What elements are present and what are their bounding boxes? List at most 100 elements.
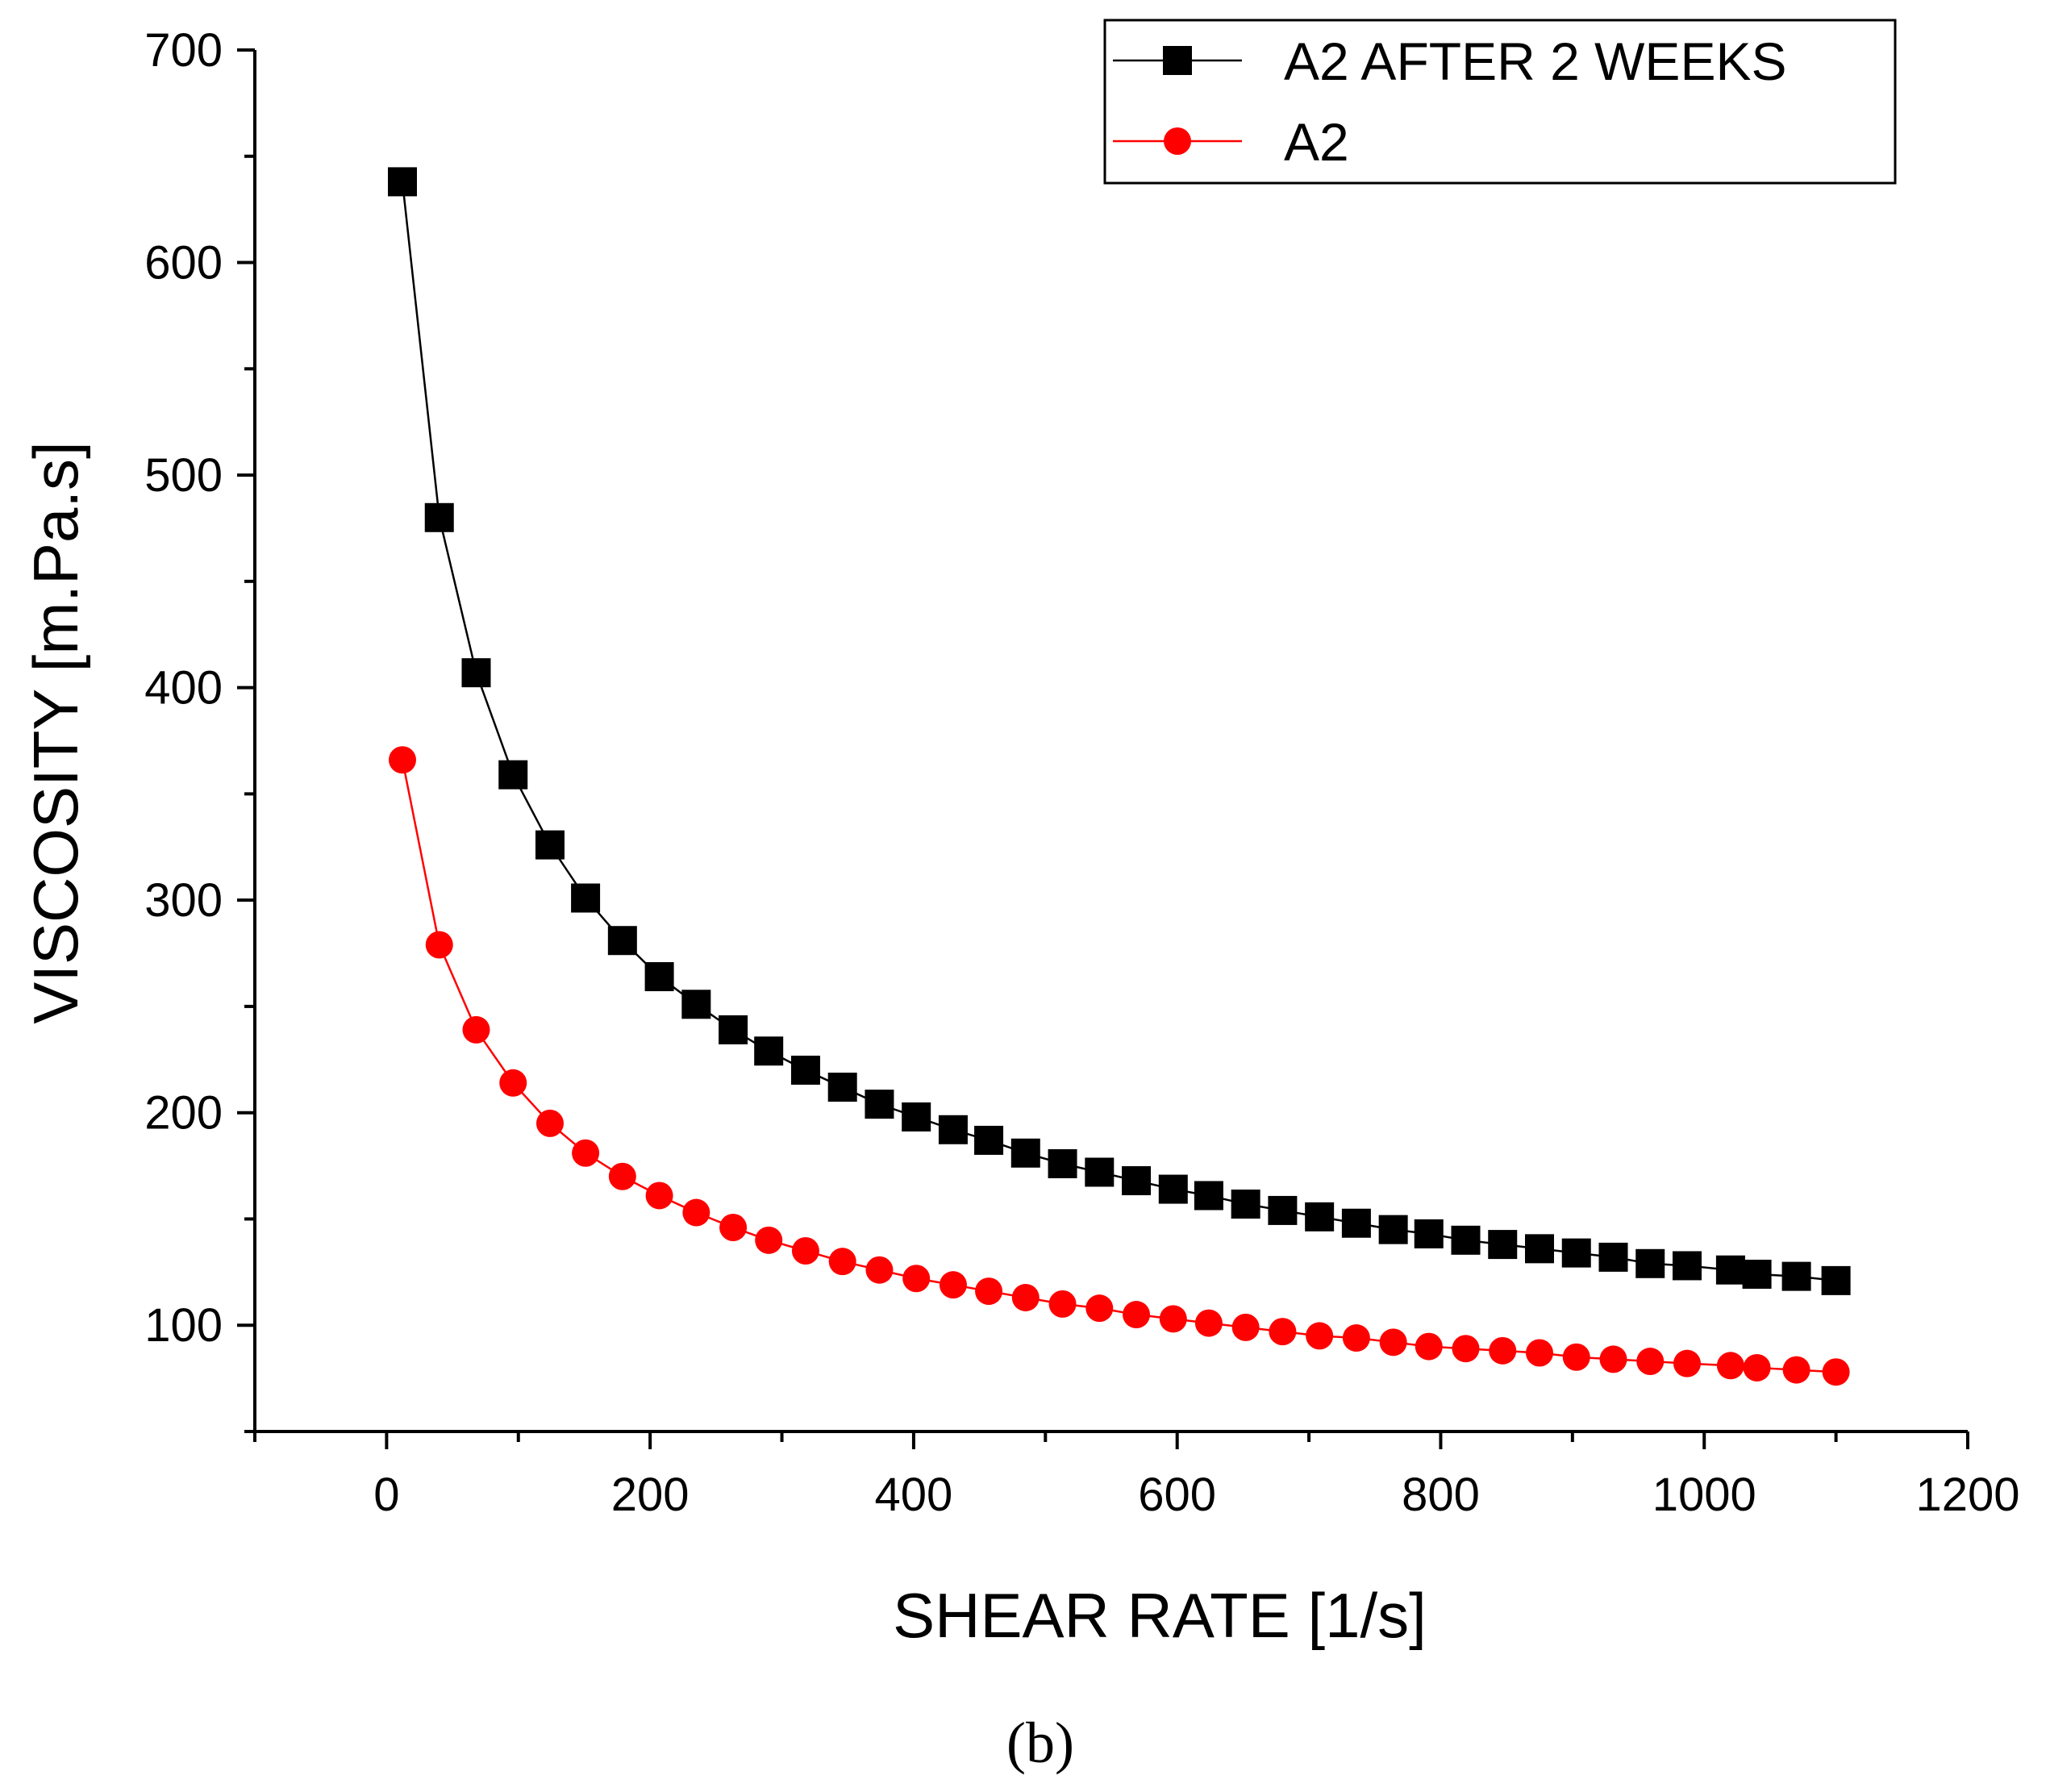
x-tick-label: 1000 (1652, 1469, 1756, 1521)
data-point (1231, 1190, 1260, 1219)
data-point (425, 931, 453, 959)
data-point (1673, 1349, 1701, 1377)
marker-body (1342, 1324, 1370, 1352)
y-tick-label: 500 (144, 449, 223, 502)
data-point (1635, 1248, 1665, 1278)
legend-marker (1164, 127, 1191, 155)
data-point (1048, 1148, 1077, 1178)
marker-body (1415, 1332, 1443, 1361)
marker-body (1636, 1348, 1665, 1376)
marker-body (1306, 1322, 1334, 1350)
data-point (1341, 1208, 1371, 1238)
marker-body (645, 1181, 673, 1210)
marker-body (1822, 1358, 1850, 1386)
y-axis-title: VISCOSITY [m.Pa.s] (20, 441, 91, 1023)
data-point (1194, 1181, 1223, 1211)
data-point (1306, 1322, 1334, 1350)
data-point (1269, 1318, 1297, 1346)
data-point (1561, 1238, 1591, 1268)
marker-body (535, 1109, 564, 1137)
x-tick-label: 800 (1402, 1469, 1480, 1521)
legend: A2 AFTER 2 WEEKS A2 (1103, 19, 1897, 185)
data-point (902, 1265, 931, 1293)
x-axis-title: SHEAR RATE [1/s] (893, 1580, 1427, 1651)
data-point (719, 1015, 748, 1044)
marker-body (1673, 1349, 1701, 1377)
marker-body (499, 1069, 527, 1097)
data-point (827, 1073, 857, 1102)
data-point (865, 1090, 894, 1119)
marker-body (1716, 1352, 1744, 1380)
data-point (1489, 1336, 1517, 1365)
marker-body (1782, 1356, 1810, 1384)
marker-body (1123, 1301, 1151, 1329)
data-point (424, 502, 454, 532)
series-line (401, 759, 1836, 1373)
data-point (1085, 1294, 1114, 1323)
data-point (1158, 1174, 1188, 1204)
data-point (755, 1226, 783, 1254)
data-point (1451, 1225, 1481, 1255)
data-point (1599, 1345, 1627, 1373)
data-point (719, 1214, 748, 1242)
data-point (1379, 1328, 1407, 1357)
data-point (499, 1069, 527, 1097)
data-point (1452, 1335, 1480, 1363)
data-point (1822, 1358, 1850, 1386)
data-point (1342, 1324, 1370, 1352)
marker-body (1452, 1335, 1480, 1363)
data-point (1194, 1309, 1223, 1337)
data-point (1716, 1352, 1744, 1380)
legend-label: A2 (1284, 112, 1349, 172)
data-point (754, 1036, 784, 1066)
data-point (1231, 1313, 1260, 1341)
marker-body (755, 1226, 783, 1254)
data-point (461, 658, 491, 688)
data-point (535, 830, 565, 860)
data-point (902, 1102, 931, 1131)
x-tick-label: 1200 (1915, 1469, 2019, 1521)
data-point (790, 1055, 820, 1085)
data-point (1305, 1202, 1335, 1231)
data-point (644, 962, 674, 992)
legend-label: A2 AFTER 2 WEEKS (1284, 31, 1787, 91)
data-point (1598, 1242, 1628, 1272)
marker-body (572, 1139, 600, 1167)
data-point (1122, 1166, 1152, 1196)
marker-body (608, 1162, 636, 1190)
data-point (975, 1277, 1003, 1306)
marker-body (719, 1214, 748, 1242)
marker-body (828, 1248, 856, 1276)
data-point (1085, 1157, 1115, 1187)
x-tick-label: 600 (1138, 1469, 1216, 1521)
data-point (682, 1198, 710, 1227)
series-layer (387, 167, 1851, 1386)
data-point (1742, 1259, 1772, 1289)
y-tick-label: 300 (144, 874, 223, 927)
x-tick-label: 400 (875, 1469, 953, 1521)
data-point (1743, 1353, 1771, 1382)
data-point (388, 746, 416, 774)
y-tick-label: 100 (144, 1299, 223, 1352)
y-tick-label: 600 (144, 237, 223, 290)
marker-body (1379, 1328, 1407, 1357)
marker-body (865, 1256, 894, 1284)
data-point (1415, 1332, 1443, 1361)
series-a2 (388, 746, 1850, 1386)
data-point (939, 1271, 967, 1299)
data-point (462, 1015, 490, 1044)
data-point (608, 1162, 636, 1190)
data-point (1636, 1348, 1665, 1376)
data-point (387, 167, 417, 197)
data-point (1123, 1301, 1151, 1329)
series-line (401, 181, 1836, 1282)
data-point (1268, 1195, 1298, 1225)
marker-body (1526, 1339, 1553, 1367)
data-point (974, 1125, 1004, 1155)
data-point (681, 990, 711, 1019)
data-point (535, 1109, 564, 1137)
marker-body (388, 746, 416, 774)
data-point (1048, 1290, 1077, 1318)
data-point (1821, 1265, 1851, 1295)
